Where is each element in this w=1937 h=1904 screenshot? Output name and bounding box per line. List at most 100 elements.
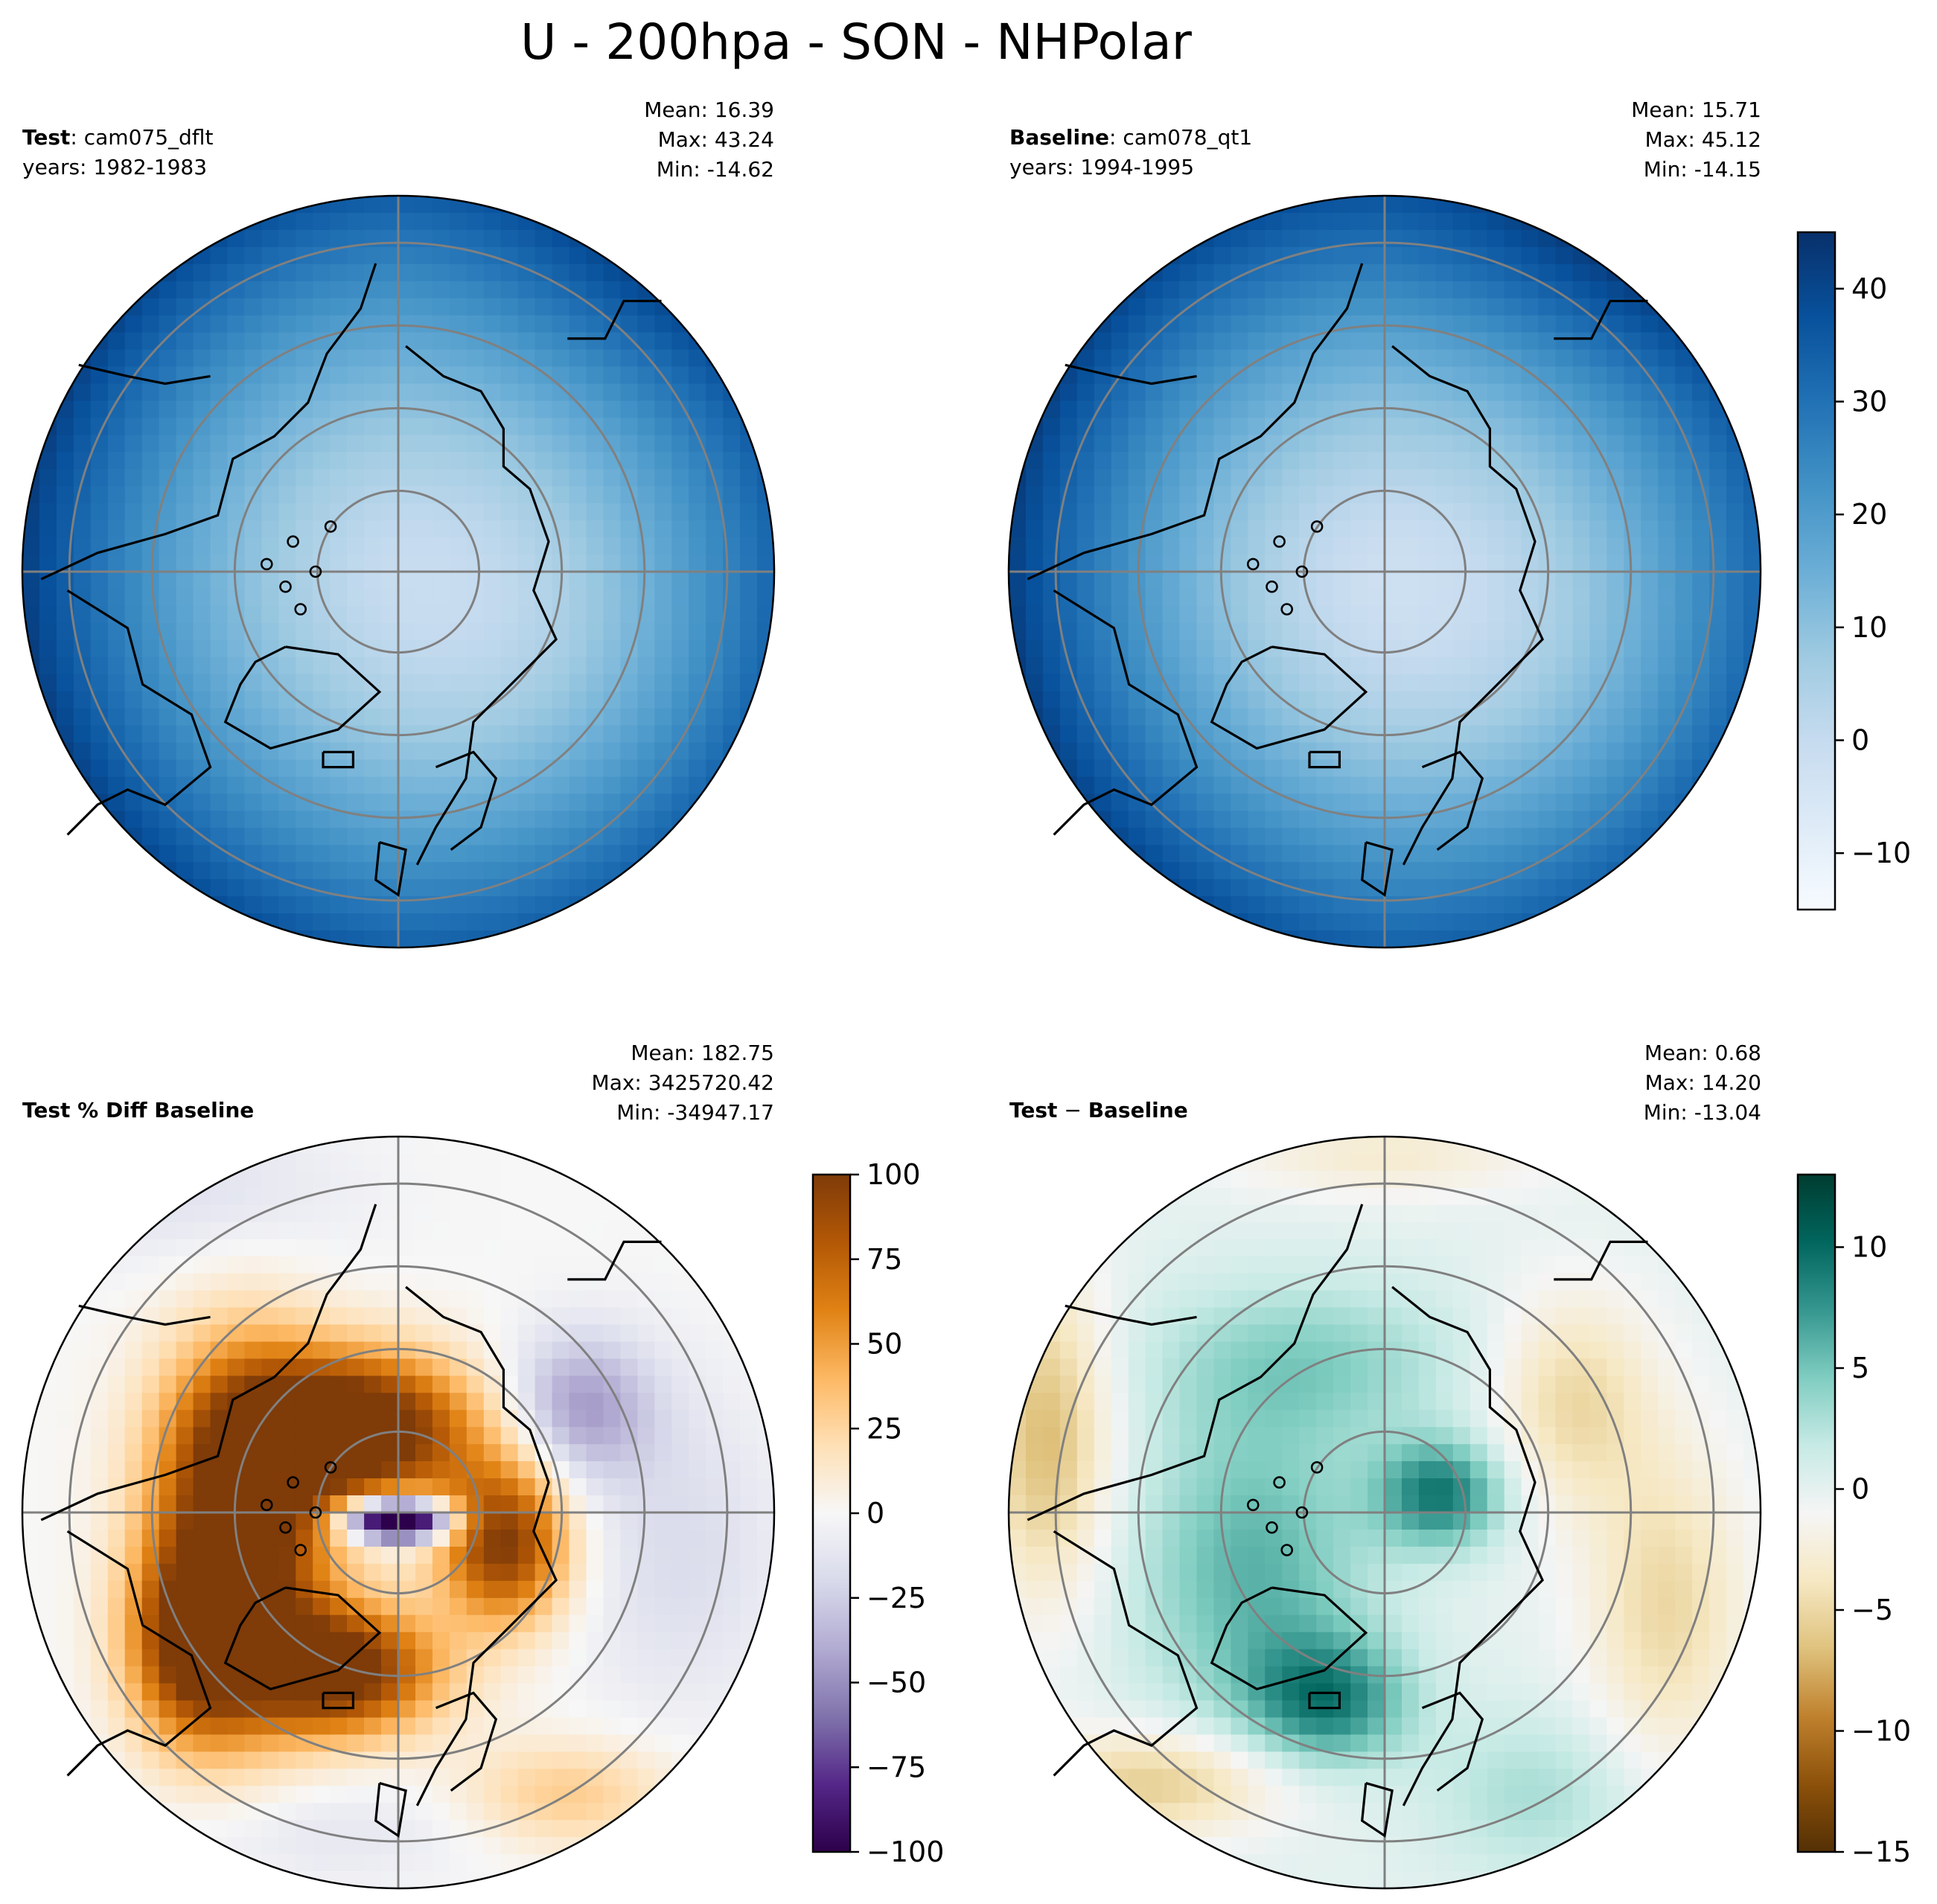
diff-max: Max: 14.20 bbox=[1644, 1070, 1761, 1095]
test-map bbox=[21, 194, 776, 949]
coastline bbox=[223, 645, 382, 750]
island bbox=[1246, 1498, 1260, 1512]
coastline bbox=[1065, 1304, 1197, 1326]
test-years: years: 1982-1983 bbox=[22, 155, 208, 179]
pctdiff-label-bold: Test % Diff Baseline bbox=[22, 1098, 255, 1122]
pctdiff-graticule bbox=[22, 1137, 774, 1888]
blues-tick-label: 0 bbox=[1851, 724, 1869, 757]
blues-tick-label: 10 bbox=[1851, 611, 1887, 644]
baseline-panel-label: Baseline: cam078_qt1 bbox=[1009, 123, 1252, 153]
test-label-case: : cam075_dflt bbox=[70, 125, 214, 150]
coastline bbox=[1027, 1204, 1364, 1521]
pctdiff-map bbox=[21, 1135, 776, 1890]
island bbox=[1280, 603, 1293, 616]
diff-tick-label: −5 bbox=[1851, 1594, 1893, 1626]
pctdiff-map-border bbox=[21, 1135, 776, 1890]
coastline bbox=[40, 1204, 377, 1521]
baseline-stats: Mean: 15.71 Max: 45.12 Min: -14.15 bbox=[1631, 95, 1761, 185]
coastline bbox=[1554, 299, 1648, 340]
coastline bbox=[66, 1530, 212, 1777]
baseline-graticule bbox=[1009, 196, 1761, 948]
pctdiff-tick-label: −75 bbox=[867, 1751, 926, 1783]
coastline bbox=[1053, 1530, 1199, 1777]
pctdiff-tick-label: −50 bbox=[867, 1667, 926, 1699]
diff-panel-label: Test − Baseline bbox=[1009, 1096, 1188, 1125]
coastline bbox=[223, 1586, 382, 1691]
coastline bbox=[40, 263, 377, 581]
island bbox=[1246, 558, 1260, 571]
baseline-max: Max: 45.12 bbox=[1644, 127, 1761, 152]
test-map-border bbox=[21, 194, 776, 949]
island bbox=[1295, 565, 1309, 578]
diff-map bbox=[1007, 1135, 1762, 1890]
coastline bbox=[1027, 263, 1364, 581]
coastline bbox=[374, 1782, 407, 1838]
pctdiff-max: Max: 3425720.42 bbox=[591, 1070, 774, 1095]
blues-tick-label: 30 bbox=[1851, 386, 1887, 418]
coastline bbox=[1053, 589, 1199, 836]
island bbox=[260, 1498, 273, 1512]
pctdiff-mean: Mean: 182.75 bbox=[631, 1041, 774, 1065]
diff-label-minus: − bbox=[1057, 1098, 1088, 1122]
diff-mean: Mean: 0.68 bbox=[1644, 1041, 1761, 1065]
island bbox=[260, 558, 273, 571]
pctdiff-tick-label: −25 bbox=[867, 1582, 926, 1614]
pctdiff-panel-label: Test % Diff Baseline bbox=[22, 1096, 254, 1125]
island bbox=[1266, 1521, 1278, 1534]
blues-colorbar: −10 0 10 20 30 40 bbox=[1796, 231, 1911, 911]
island bbox=[1273, 1476, 1286, 1489]
coastline bbox=[1391, 345, 1545, 866]
coastline bbox=[1210, 645, 1368, 750]
coastline bbox=[1210, 1586, 1368, 1691]
blues-tick-label: −10 bbox=[1851, 837, 1911, 869]
blues-tick-label: 20 bbox=[1851, 498, 1887, 531]
baseline-years: years: 1994-1995 bbox=[1009, 155, 1195, 179]
diff-graticule bbox=[1009, 1137, 1761, 1888]
island bbox=[324, 1461, 337, 1474]
pctdiff-tick-label: 50 bbox=[867, 1328, 902, 1361]
test-panel-label: Test: cam075_dflt bbox=[22, 123, 213, 153]
island bbox=[1310, 520, 1324, 533]
blues-tick-label: 40 bbox=[1851, 272, 1887, 305]
diff-tick-label: −15 bbox=[1851, 1836, 1911, 1868]
baseline-min: Min: -14.15 bbox=[1643, 157, 1761, 182]
baseline-label-bold: Baseline bbox=[1009, 125, 1110, 150]
pctdiff-colorbar: −100 −75 −50 −25 0 25 50 75 100 bbox=[811, 1158, 944, 1868]
pctdiff-tick-label: −100 bbox=[867, 1836, 944, 1868]
test-min: Min: -14.62 bbox=[656, 157, 774, 182]
figure-title: U - 200hpa - SON - NHPolar bbox=[520, 13, 1192, 71]
diff-tick-label: 5 bbox=[1851, 1352, 1869, 1384]
baseline-map-border bbox=[1007, 194, 1762, 949]
diff-tick-label: 0 bbox=[1851, 1473, 1869, 1506]
coastline bbox=[567, 1240, 662, 1281]
baseline-label-case: : cam078_qt1 bbox=[1109, 125, 1253, 150]
coastline bbox=[322, 750, 354, 769]
coastline bbox=[374, 841, 407, 898]
pctdiff-min: Min: -34947.17 bbox=[616, 1100, 774, 1125]
coastline bbox=[1554, 1240, 1648, 1281]
diff-field bbox=[1009, 1137, 1761, 1888]
coastline bbox=[1308, 750, 1341, 769]
coastline bbox=[78, 363, 211, 386]
pctdiff-tick-label: 100 bbox=[867, 1158, 921, 1191]
pctdiff-field bbox=[22, 1137, 774, 1888]
diff-map-border bbox=[1007, 1135, 1762, 1890]
test-mean: Mean: 16.39 bbox=[644, 98, 774, 122]
coastline bbox=[435, 1691, 498, 1792]
island bbox=[287, 535, 299, 548]
coastline bbox=[78, 1304, 211, 1326]
pctdiff-tick-label: 0 bbox=[867, 1497, 884, 1530]
diff-stats: Mean: 0.68 Max: 14.20 Min: -13.04 bbox=[1644, 1038, 1761, 1128]
island bbox=[287, 1476, 299, 1489]
coastline bbox=[1421, 750, 1484, 851]
diff-tick-label: −10 bbox=[1851, 1715, 1911, 1748]
coastline bbox=[435, 750, 498, 851]
coastline bbox=[1421, 1691, 1484, 1792]
diff-min: Min: -13.04 bbox=[1643, 1100, 1761, 1125]
coastline bbox=[1065, 363, 1197, 386]
baseline-map bbox=[1007, 194, 1762, 949]
diff-tick-label: 10 bbox=[1851, 1231, 1887, 1264]
baseline-mean: Mean: 15.71 bbox=[1631, 98, 1761, 122]
test-graticule bbox=[22, 196, 774, 948]
coastline bbox=[322, 1691, 354, 1710]
